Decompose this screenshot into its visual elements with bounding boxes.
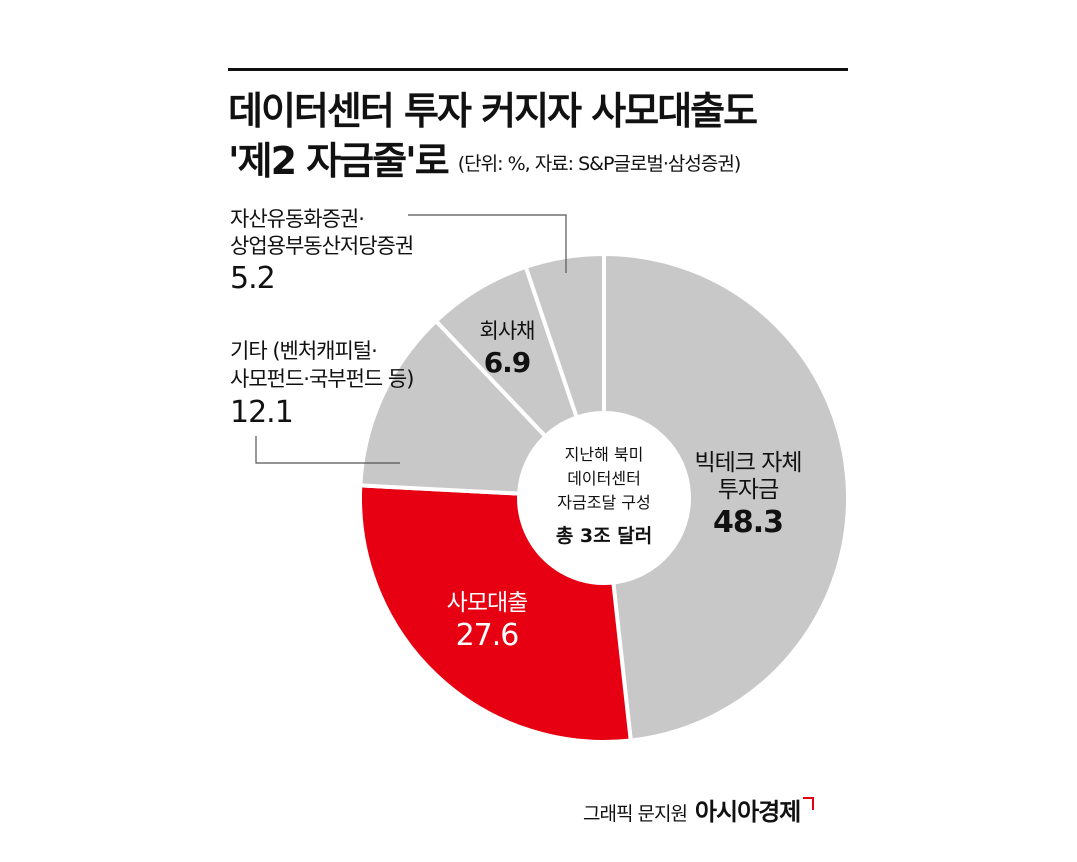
slice-label-3: 회사채 6.9: [480, 319, 536, 379]
center-label: 지난해 북미 데이터센터 자금조달 구성 총 3조 달러: [556, 445, 652, 547]
slice-label-text-0-0: 빅테크 자체: [694, 450, 801, 476]
title-line-2-text: '제2 자금줄'로: [228, 139, 450, 183]
leader-line-abs: [408, 214, 567, 273]
top-rule: [228, 68, 848, 71]
unit-note: (단위: %, 자료: S&P글로벌·삼성증권): [457, 153, 741, 175]
slice-value-0: 48.3: [713, 505, 783, 540]
chart-title: 데이터센터 투자 커지자 사모대출도 '제2 자금줄'로 (단위: %, 자료: …: [228, 86, 758, 189]
slice-value-4: 5.2: [230, 261, 275, 296]
slice-value-3: 6.9: [484, 346, 531, 379]
slice-label-text-3-0: 회사채: [480, 319, 535, 343]
leader-line-other: [255, 436, 400, 464]
center-total: 총 3조 달러: [556, 525, 652, 547]
donut-slice-0: [602, 252, 850, 743]
donut-slice-4: [523, 252, 606, 420]
center-line-2: 데이터센터: [567, 469, 641, 488]
slice-label-text-2-1: 사모펀드·국부펀드 등): [230, 367, 413, 391]
slice-label-text-0-1: 투자금: [718, 477, 778, 503]
slice-label-4: 자산유동화증권· 상업용부동산저당증권 5.2: [230, 207, 414, 296]
slice-label-text-4-0: 자산유동화증권·: [230, 207, 364, 231]
credit-text: 그래픽 문지원: [583, 803, 688, 825]
title-line-2: '제2 자금줄'로 (단위: %, 자료: S&P글로벌·삼성증권): [228, 136, 756, 189]
brand-mark-icon: [803, 797, 815, 810]
credit-line: 그래픽 문지원 아시아경제: [583, 792, 815, 827]
slice-value-1: 27.6: [456, 618, 519, 653]
title-line-1: 데이터센터 투자 커지자 사모대출도: [228, 89, 758, 133]
slice-label-text-2-0: 기타 (벤처캐피털·: [230, 339, 377, 363]
center-line-3: 자금조달 구성: [557, 493, 650, 512]
donut-slice-2: [358, 319, 548, 496]
slice-label-2: 기타 (벤처캐피털· 사모펀드·국부펀드 등) 12.1: [230, 339, 414, 430]
slice-label-text-4-1: 상업용부동산저당증권: [230, 234, 413, 258]
slice-value-2: 12.1: [230, 395, 293, 430]
brand-logo: 아시아경제: [694, 798, 801, 826]
donut-slice-1: [358, 483, 633, 744]
slice-label-text-1-0: 사모대출: [447, 590, 528, 616]
center-line-1: 지난해 북미: [565, 445, 644, 464]
